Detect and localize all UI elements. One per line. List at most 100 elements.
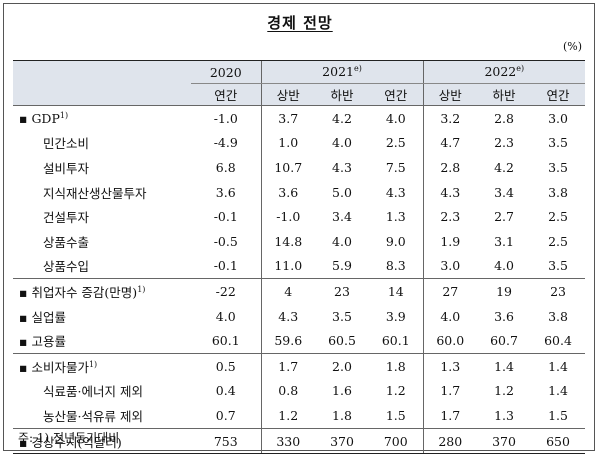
table-cell: 1.8 — [332, 407, 352, 423]
header-2022: 2022e) — [422, 60, 586, 84]
table-row: 상품수출 -0.5 14.8 4.0 9.0 1.9 3.1 2.5 — [13, 228, 585, 254]
header-blank — [13, 60, 191, 84]
table-cell: 3.8 — [548, 184, 568, 200]
table-cell: 1.2 — [260, 403, 315, 429]
table-cell: 0.7 — [215, 407, 236, 423]
table-cell: 5.9 — [332, 258, 352, 274]
unit-label: (%) — [562, 40, 582, 53]
table-cell: -0.5 — [213, 233, 238, 249]
table-cell: 4 — [260, 278, 315, 304]
table-cell: 4.3 — [385, 184, 406, 200]
table-cell: 4.0 — [494, 258, 514, 274]
table-cell: -0.1 — [213, 258, 238, 274]
table-cell: 1.7 — [422, 378, 478, 404]
table-cell: 3.6 — [260, 179, 315, 205]
row-label: 건설투자 — [43, 210, 90, 226]
table-cell: 650 — [531, 427, 586, 455]
table-cell: -4.9 — [213, 135, 238, 151]
row-label: 상품수출 — [43, 234, 90, 250]
table-cell: 1.2 — [385, 383, 406, 399]
table-cell: 3.6 — [494, 308, 514, 324]
header-period: 연간 — [531, 83, 586, 106]
row-label: ▪ 고용률 — [19, 334, 66, 350]
header-period: 연간 — [191, 83, 261, 106]
table-cell: 23 — [531, 278, 586, 304]
table-cell: 3.5 — [332, 308, 352, 324]
table-cell: 3.0 — [548, 110, 568, 126]
table-cell: 3.6 — [215, 184, 236, 200]
row-label: 상품수입 — [43, 259, 90, 275]
row-label: ▪ GDP1) — [19, 110, 69, 126]
table-cell: 3.5 — [548, 135, 568, 151]
row-label: 식료품·에너지 제외 — [43, 384, 143, 400]
table-cell: 0.5 — [191, 352, 261, 379]
table-cell: 4.0 — [422, 303, 478, 329]
table-cell: 4.7 — [422, 130, 478, 156]
table-cell: 2.0 — [315, 352, 369, 379]
table-cell: 2.7 — [494, 209, 514, 225]
table-cell: 60.0 — [422, 328, 478, 354]
table-cell: 1.3 — [385, 209, 406, 225]
table-cell: 1.3 — [494, 407, 514, 423]
table-cell: 2.5 — [548, 209, 568, 225]
table-cell: 2.8 — [494, 110, 514, 126]
table-cell: 4.3 — [332, 159, 352, 175]
table-cell: -1.0 — [260, 204, 315, 229]
table-row: ▪ 실업률 4.0 4.3 3.5 3.9 4.0 3.6 3.8 — [13, 303, 585, 329]
table-cell: 4.0 — [215, 308, 236, 324]
row-label: ▪ 실업률 — [19, 309, 66, 325]
table-row: 농산물·석유류 제외 0.7 1.2 1.8 1.5 1.7 1.3 1.5 — [13, 403, 585, 429]
table-cell: 753 — [191, 427, 261, 455]
table-cell: 2.3 — [494, 135, 514, 151]
table-cell: 3.4 — [494, 184, 514, 200]
table-cell: 4.3 — [422, 179, 478, 205]
table-row: ▪ 고용률 60.1 59.6 60.5 60.1 60.0 60.7 60.4 — [13, 328, 585, 354]
table-cell: 3.2 — [422, 105, 478, 131]
table-cell: 19 — [477, 278, 532, 304]
table-cell: 4.0 — [332, 135, 352, 151]
table-cell: 4.2 — [494, 159, 514, 175]
table-cell: 59.6 — [260, 328, 315, 354]
table-cell: 9.0 — [385, 233, 406, 249]
table-cell: 27 — [422, 278, 478, 304]
table-cell: 4.3 — [260, 303, 315, 329]
table-cell: 0.4 — [215, 383, 236, 399]
table-cell: 6.8 — [215, 159, 236, 175]
header-period: 상반 — [422, 83, 478, 106]
table-cell: 2.5 — [548, 233, 568, 249]
header-blank-2 — [13, 83, 191, 106]
footnote: 주: 1) 전년동기대비 — [18, 431, 120, 445]
row-label: 농산물·석유류 제외 — [43, 408, 143, 424]
table-cell: 2.8 — [422, 155, 478, 180]
table-cell: 2.5 — [385, 135, 406, 151]
page-title: 경제 전망 — [267, 14, 333, 32]
table-cell: 3.0 — [422, 253, 478, 279]
table-cell: 7.5 — [385, 159, 406, 175]
table-row: 식료품·에너지 제외 0.4 0.8 1.6 1.2 1.7 1.2 1.4 — [13, 378, 585, 404]
table-row: ▪ 경상수지(억달러) 753 330 370 700 280 370 650 — [13, 427, 586, 455]
table-cell: 14 — [369, 278, 424, 304]
table-cell: -0.1 — [213, 209, 238, 225]
table-row: ▪ 취업자수 증감(만명)1) -22 4 23 14 27 19 23 — [13, 278, 586, 304]
table-row: 설비투자 6.8 10.7 4.3 7.5 2.8 4.2 3.5 — [13, 155, 585, 180]
table-cell: 1.3 — [422, 352, 478, 379]
header-2021: 2021e) — [260, 60, 424, 84]
table-cell: 1.4 — [477, 352, 532, 379]
table-row: ▪ GDP1) -1.0 3.7 4.2 4.0 3.2 2.8 3.0 — [13, 105, 585, 131]
table-cell: 370 — [315, 427, 369, 455]
table-cell: 4.0 — [385, 110, 406, 126]
table-cell: 370 — [477, 427, 532, 455]
table-cell: 3.4 — [332, 209, 352, 225]
table-cell: 3.5 — [548, 159, 568, 175]
header-period: 연간 — [369, 83, 424, 106]
table-row: 지식재산생산물투자 3.6 3.6 5.0 4.3 4.3 3.4 3.8 — [13, 179, 585, 205]
row-label: 설비투자 — [43, 160, 90, 176]
table-cell: 5.0 — [332, 184, 352, 200]
table-cell: -22 — [191, 278, 261, 304]
table-cell: -1.0 — [213, 110, 238, 126]
table-cell: 1.0 — [260, 130, 315, 156]
table-cell: 2.3 — [422, 204, 478, 229]
table-cell: 60.7 — [490, 333, 518, 349]
row-label: ▪ 취업자수 증감(만명)1) — [13, 278, 191, 304]
table-cell: 1.6 — [332, 383, 352, 399]
